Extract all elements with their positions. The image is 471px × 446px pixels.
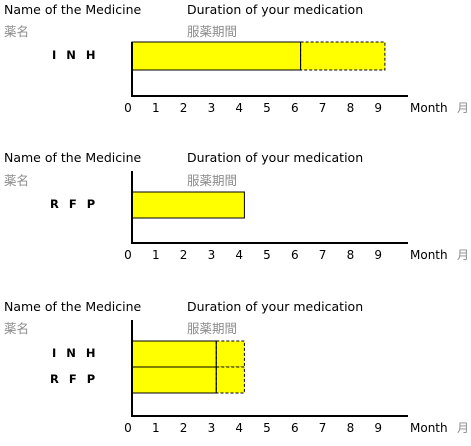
tick-label: 4 [235,101,243,115]
tick-label: 6 [291,248,299,262]
tick-label: 2 [180,248,188,262]
tick-label: 1 [152,248,160,262]
bar-dashed [215,340,245,368]
tick-label: 5 [263,248,271,262]
tick-label: 1 [152,421,160,435]
duration-label: Duration of your medication [187,150,364,165]
tick-label: 7 [319,421,327,435]
duration-label-jp: 服薬期間 [187,173,238,188]
unit-label-jp: 月 [457,248,469,262]
bar-solid [131,191,245,219]
medicine-label: Name of the Medicine [4,2,142,17]
chart-panel-3: Name of the Medicine 薬名 Duration of your… [0,298,471,446]
tick-label: 8 [347,101,355,115]
tick-label: 8 [347,248,355,262]
tick-label: 5 [263,421,271,435]
unit-label-jp: 月 [457,421,469,435]
tick-label: 6 [291,101,299,115]
medicine-label: Name of the Medicine [4,299,142,314]
tick-label: 0 [124,101,132,115]
tick-label: 6 [291,421,299,435]
unit-label: Month [410,101,448,115]
drug-name: I N H [52,48,99,62]
medicine-label-jp: 薬名 [4,173,30,188]
drug-name: R F P [50,197,99,211]
medicine-label: Name of the Medicine [4,150,142,165]
medicine-label-jp: 薬名 [4,24,30,39]
bar-dashed [300,41,386,71]
tick-label: 9 [374,101,382,115]
unit-label-jp: 月 [457,101,469,115]
chart-plot-1: 0 1 2 3 4 5 6 7 8 9 Month 月 [124,41,469,115]
bar-solid [131,366,217,394]
tick-label: 2 [180,101,188,115]
bar-solid [131,340,217,368]
tick-label: 4 [235,421,243,435]
tick-label: 3 [208,248,216,262]
tick-label: 7 [319,248,327,262]
unit-label: Month [410,248,448,262]
duration-label: Duration of your medication [187,2,364,17]
tick-label: 2 [180,421,188,435]
tick-label: 8 [347,421,355,435]
chart-plot-2: 0 1 2 3 4 5 6 7 8 9 Month 月 [124,171,469,262]
chart-plot-3: 0 1 2 3 4 5 6 7 8 9 Month 月 [124,320,469,435]
bar-solid [131,41,302,71]
duration-label-jp: 服薬期間 [187,24,238,39]
tick-label: 0 [124,421,132,435]
tick-label: 7 [319,101,327,115]
tick-label: 0 [124,248,132,262]
bar-dashed [215,366,245,394]
tick-label: 9 [374,421,382,435]
tick-label: 5 [263,101,271,115]
medicine-label-jp: 薬名 [4,321,30,336]
tick-label: 9 [374,248,382,262]
chart-panel-1: Name of the Medicine 薬名 Duration of your… [0,0,471,148]
tick-label: 3 [208,101,216,115]
chart-panel-2: Name of the Medicine 薬名 Duration of your… [0,149,471,297]
tick-label: 3 [208,421,216,435]
tick-label: 1 [152,101,160,115]
drug-name: R F P [50,372,99,386]
unit-label: Month [410,421,448,435]
duration-label-jp: 服薬期間 [187,321,238,336]
duration-label: Duration of your medication [187,299,364,314]
drug-name: I N H [52,346,99,360]
tick-label: 4 [235,248,243,262]
